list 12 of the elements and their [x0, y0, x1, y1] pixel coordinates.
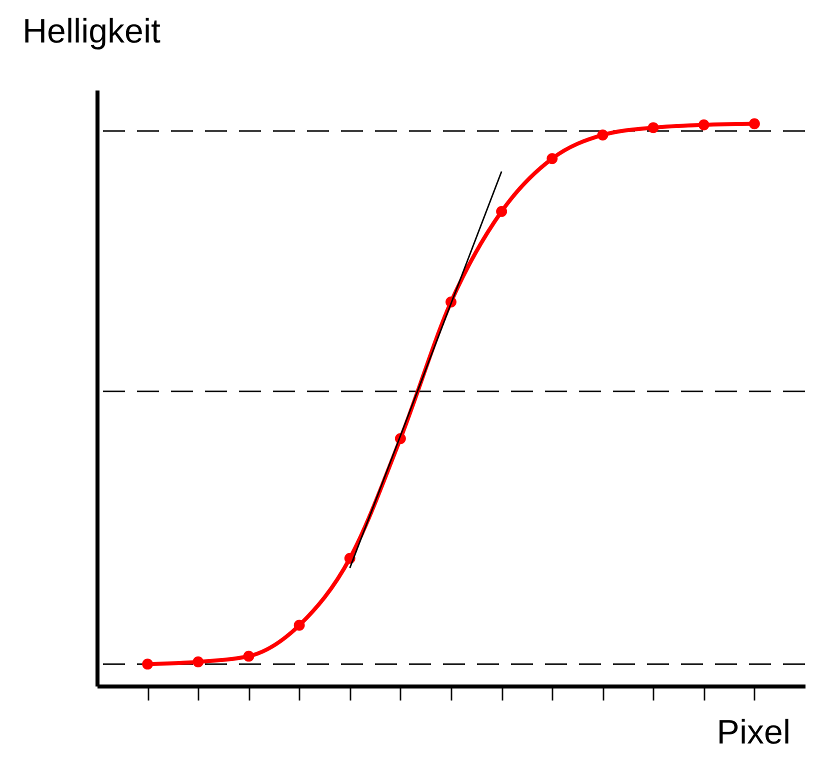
point	[294, 620, 305, 631]
point	[142, 658, 154, 670]
y-axis-title: Helligkeit	[22, 12, 161, 50]
point	[192, 656, 204, 668]
point	[748, 118, 760, 130]
point	[496, 206, 508, 217]
point	[597, 130, 608, 140]
point	[243, 650, 254, 662]
point	[698, 119, 710, 130]
x-axis-title: Pixel	[716, 714, 790, 752]
point	[546, 153, 558, 164]
point	[648, 122, 659, 134]
